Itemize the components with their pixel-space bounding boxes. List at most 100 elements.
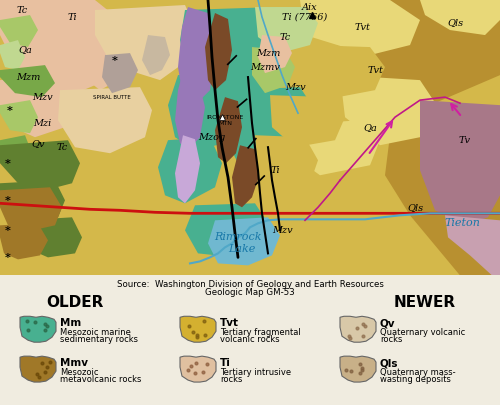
Text: Tv: Tv — [459, 136, 471, 145]
Text: Mzv: Mzv — [272, 226, 292, 235]
Text: *: * — [5, 252, 11, 263]
Polygon shape — [95, 5, 195, 80]
Text: *: * — [5, 195, 11, 206]
Text: rocks: rocks — [220, 375, 242, 384]
Text: Ti (7766): Ti (7766) — [282, 13, 328, 21]
Polygon shape — [205, 13, 232, 90]
Text: Rimrock: Rimrock — [214, 232, 262, 242]
Text: rocks: rocks — [380, 335, 402, 344]
Polygon shape — [420, 100, 500, 225]
Polygon shape — [180, 316, 216, 342]
Text: Qls: Qls — [380, 358, 398, 368]
Polygon shape — [255, 7, 318, 53]
Polygon shape — [0, 140, 80, 190]
Polygon shape — [252, 47, 295, 93]
Text: IRONSTONE
MTN: IRONSTONE MTN — [206, 115, 244, 126]
Polygon shape — [0, 223, 48, 259]
Polygon shape — [0, 15, 38, 47]
Text: Qls: Qls — [407, 203, 423, 212]
Text: wasting deposits: wasting deposits — [380, 375, 451, 384]
Text: *: * — [7, 104, 13, 116]
Text: Qv: Qv — [31, 139, 45, 148]
Text: sedimentary rocks: sedimentary rocks — [60, 335, 138, 344]
Polygon shape — [208, 217, 280, 265]
Text: *: * — [5, 158, 11, 169]
Polygon shape — [22, 217, 82, 257]
Polygon shape — [178, 7, 215, 105]
Text: Geologic Map GM-53: Geologic Map GM-53 — [205, 288, 295, 297]
Text: metavolcanic rocks: metavolcanic rocks — [60, 375, 142, 384]
Text: OLDER: OLDER — [46, 295, 104, 310]
Text: Qv: Qv — [380, 318, 396, 328]
Polygon shape — [340, 75, 440, 145]
Text: Aix: Aix — [302, 2, 318, 11]
Text: Tvt: Tvt — [220, 318, 239, 328]
Polygon shape — [0, 180, 65, 223]
Polygon shape — [102, 53, 138, 93]
Text: Quaternary volcanic: Quaternary volcanic — [380, 328, 465, 337]
Polygon shape — [340, 356, 376, 382]
Text: Ti: Ti — [220, 358, 231, 368]
Text: Tvt: Tvt — [367, 66, 383, 75]
Text: Tvt: Tvt — [354, 23, 370, 32]
Polygon shape — [158, 137, 222, 203]
Text: SPIRAL BUTTE: SPIRAL BUTTE — [93, 95, 131, 100]
Text: Qls: Qls — [447, 19, 463, 28]
Polygon shape — [340, 316, 376, 342]
Text: volcanic rocks: volcanic rocks — [220, 335, 280, 344]
Polygon shape — [0, 135, 32, 167]
Polygon shape — [420, 0, 500, 35]
Polygon shape — [0, 0, 500, 275]
Text: Mzi: Mzi — [33, 119, 51, 128]
Text: Qa: Qa — [18, 46, 32, 55]
Text: Mzog: Mzog — [198, 133, 226, 142]
Text: Tertiary fragmental: Tertiary fragmental — [220, 328, 301, 337]
Polygon shape — [0, 75, 72, 137]
Text: NEWER: NEWER — [394, 295, 456, 310]
Text: Mesozoic: Mesozoic — [60, 368, 98, 377]
Text: Tc: Tc — [16, 6, 28, 15]
Polygon shape — [175, 135, 200, 203]
Text: Mzv: Mzv — [284, 83, 306, 92]
Text: *: * — [112, 55, 118, 66]
Polygon shape — [232, 145, 260, 207]
Text: Lake: Lake — [228, 244, 256, 254]
Polygon shape — [340, 0, 500, 105]
Polygon shape — [0, 100, 38, 133]
Text: Mzm: Mzm — [256, 49, 280, 58]
Text: Tc: Tc — [280, 32, 290, 42]
Polygon shape — [185, 203, 268, 257]
Text: Qa: Qa — [363, 123, 377, 132]
Text: Mesozoic marine: Mesozoic marine — [60, 328, 131, 337]
Text: *: * — [5, 225, 11, 236]
Text: Tieton: Tieton — [444, 218, 480, 228]
Text: Mmv: Mmv — [60, 358, 88, 368]
Polygon shape — [168, 70, 268, 150]
Text: Tertiary intrusive: Tertiary intrusive — [220, 368, 291, 377]
Polygon shape — [290, 120, 380, 175]
Polygon shape — [60, 25, 135, 90]
Polygon shape — [258, 35, 292, 73]
Polygon shape — [225, 87, 315, 163]
Text: Mzm: Mzm — [16, 72, 40, 82]
Text: Source:  Washington Division of Geology and Earth Resources: Source: Washington Division of Geology a… — [116, 280, 384, 289]
Polygon shape — [180, 7, 288, 90]
Text: Mm: Mm — [60, 318, 81, 328]
Polygon shape — [0, 40, 25, 70]
Polygon shape — [215, 97, 242, 163]
Text: Ti: Ti — [270, 166, 280, 175]
Polygon shape — [300, 0, 420, 55]
Text: Mzv: Mzv — [32, 93, 52, 102]
Text: Mzmv: Mzmv — [250, 63, 280, 72]
Polygon shape — [175, 75, 205, 150]
Polygon shape — [445, 215, 500, 275]
Text: Quaternary mass-: Quaternary mass- — [380, 368, 456, 377]
Polygon shape — [310, 45, 385, 97]
Text: Tc: Tc — [56, 143, 68, 152]
Polygon shape — [270, 95, 345, 147]
Polygon shape — [180, 356, 216, 382]
Polygon shape — [142, 35, 170, 75]
Polygon shape — [0, 187, 62, 231]
Polygon shape — [255, 135, 318, 190]
Text: Ti: Ti — [67, 13, 77, 21]
